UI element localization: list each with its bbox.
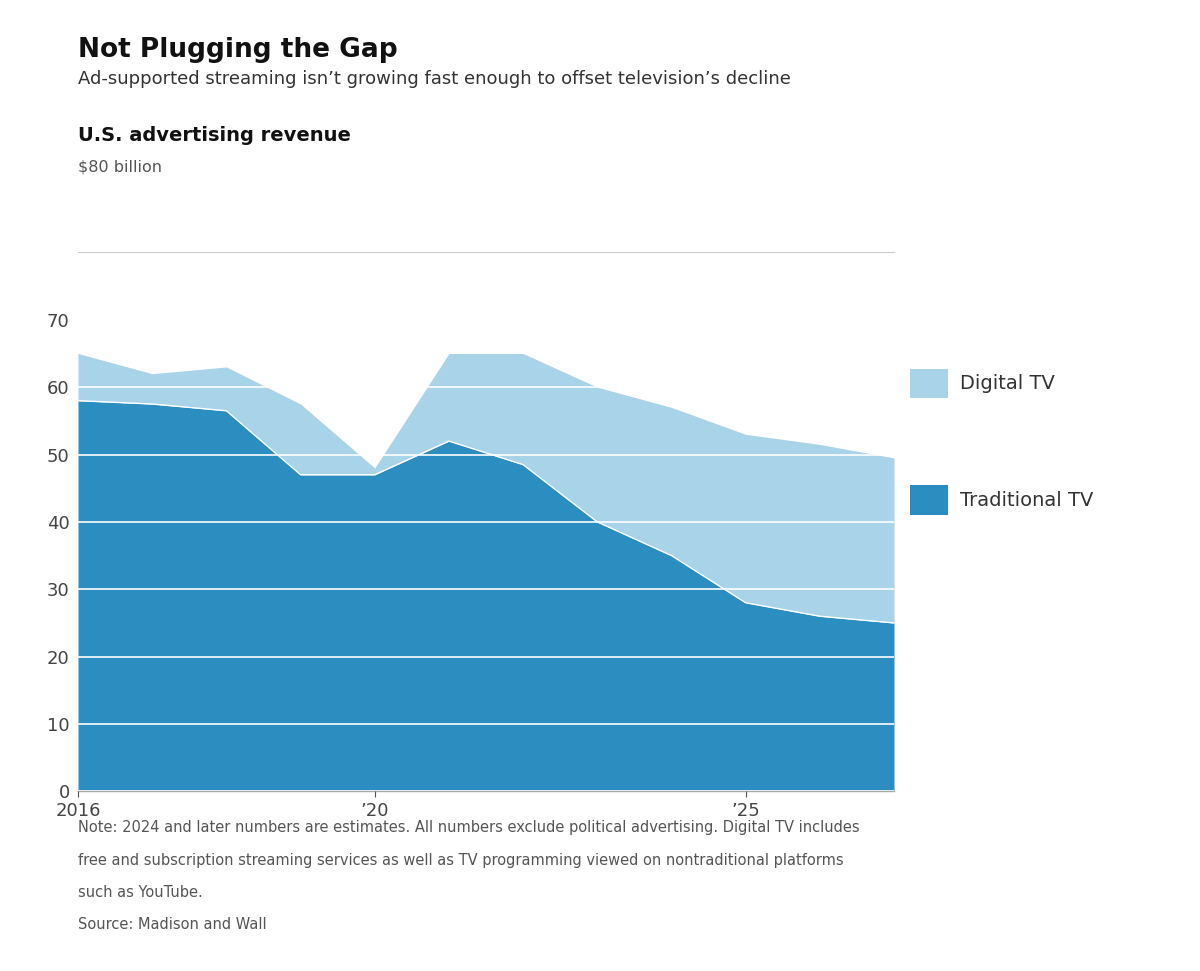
Text: Note: 2024 and later numbers are estimates. All numbers exclude political advert: Note: 2024 and later numbers are estimat… xyxy=(78,820,859,835)
Text: Traditional TV: Traditional TV xyxy=(960,490,1093,510)
Text: such as YouTube.: such as YouTube. xyxy=(78,885,203,899)
Text: Ad-supported streaming isn’t growing fast enough to offset television’s decline: Ad-supported streaming isn’t growing fas… xyxy=(78,70,791,88)
Text: Digital TV: Digital TV xyxy=(960,374,1055,393)
Text: free and subscription streaming services as well as TV programming viewed on non: free and subscription streaming services… xyxy=(78,853,844,867)
Text: $80 billion: $80 billion xyxy=(78,159,162,174)
Text: Source: Madison and Wall: Source: Madison and Wall xyxy=(78,917,266,931)
Text: Not Plugging the Gap: Not Plugging the Gap xyxy=(78,37,397,63)
Text: U.S. advertising revenue: U.S. advertising revenue xyxy=(78,126,350,146)
